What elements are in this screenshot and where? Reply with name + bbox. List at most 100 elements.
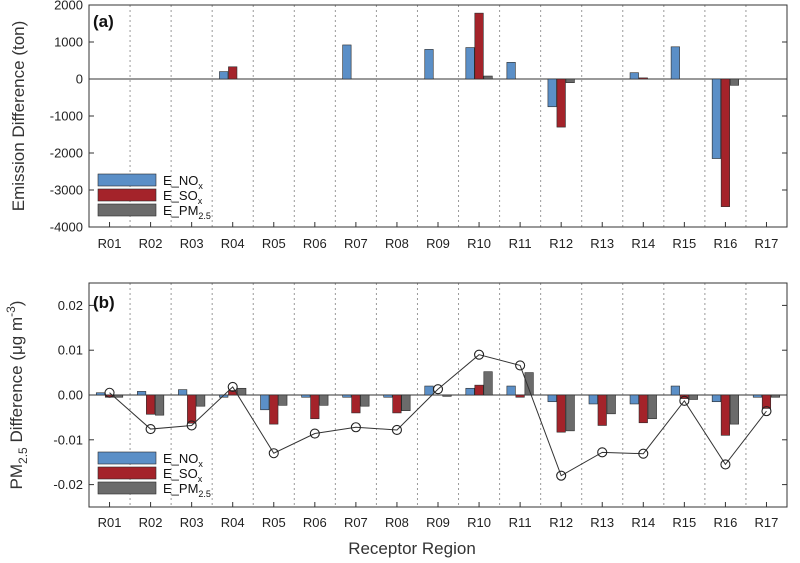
bar-e-nox-r09 xyxy=(424,49,434,80)
bar-e-sox-r04 xyxy=(228,390,238,396)
bar-e-sox-r08 xyxy=(392,394,402,414)
x-tick-label-r01: R01 xyxy=(98,515,122,530)
legend-swatch xyxy=(97,481,157,495)
total-point-r12 xyxy=(556,470,567,481)
bar-e-nox-r07 xyxy=(342,394,352,398)
y-tick-label: 0 xyxy=(76,72,83,87)
x-tick-label-r12: R12 xyxy=(549,515,573,530)
x-tick-label-r08: R08 xyxy=(385,236,409,251)
bar-e-pm2-5-r06 xyxy=(319,394,329,406)
x-tick-label-r13: R13 xyxy=(590,236,614,251)
bar-e-pm2-5-r12 xyxy=(565,394,575,432)
x-tick-label-r04: R04 xyxy=(221,515,245,530)
y-tick-label: -1000 xyxy=(50,109,83,124)
bar-e-pm2-5-r05 xyxy=(278,394,288,406)
x-tick-label-r09: R09 xyxy=(426,236,450,251)
panel-b: 0.02 0.01 0.00 -0.01 -0.02 R01 R02 R03 R04 R05 R06… xyxy=(4,282,788,530)
bar-e-sox-r07 xyxy=(351,394,361,414)
x-tick-label-r10: R10 xyxy=(467,515,491,530)
total-point-r02 xyxy=(145,423,156,435)
bar-e-sox-r03 xyxy=(187,394,197,424)
bar-e-sox-r14 xyxy=(638,77,648,80)
x-tick-label-r15: R15 xyxy=(672,515,696,530)
bar-e-pm2-5-r02 xyxy=(155,394,165,416)
x-tick-label-r06: R06 xyxy=(303,515,327,530)
legend-swatch xyxy=(97,173,157,187)
bar-e-pm2-5-r10 xyxy=(483,371,493,396)
bar-e-nox-r10 xyxy=(465,47,475,80)
bar-e-nox-r05 xyxy=(260,394,270,411)
bar-e-pm2-5-r15 xyxy=(688,394,698,400)
legend-label: E_NOx xyxy=(163,451,203,469)
x-tick-label-r12: R12 xyxy=(549,236,573,251)
bar-e-sox-r06 xyxy=(310,394,320,420)
bar-e-nox-r01 xyxy=(95,392,106,396)
bar-e-sox-r17 xyxy=(761,394,772,409)
bar-e-nox-r17 xyxy=(752,394,763,398)
x-tick-label-r17: R17 xyxy=(755,236,779,251)
legend-swatch xyxy=(97,466,157,480)
total-point-r03 xyxy=(186,420,197,431)
bar-e-sox-r12 xyxy=(556,78,566,128)
bar-e-pm2-5-r12 xyxy=(565,78,575,83)
x-tick-label-r05: R05 xyxy=(262,515,286,530)
total-point-r16 xyxy=(720,459,731,470)
bar-e-nox-r15 xyxy=(670,46,680,80)
x-tick-label-r10: R10 xyxy=(467,236,491,251)
x-tick-label-r15: R15 xyxy=(672,236,696,251)
bar-e-nox-r06 xyxy=(301,394,311,398)
x-tick-label-r16: R16 xyxy=(713,236,737,251)
bar-e-nox-r10 xyxy=(465,387,475,396)
total-point-r13 xyxy=(597,447,608,458)
panel-label: (a) xyxy=(93,12,114,31)
legend-label: E_PM2.5 xyxy=(163,203,211,221)
total-point-r10 xyxy=(474,349,485,360)
y-tick-label: 0.00 xyxy=(58,388,83,403)
total-point-r01 xyxy=(104,387,115,398)
legend-label: E_NOx xyxy=(163,173,203,191)
x-tick-label-r14: R14 xyxy=(631,515,655,530)
bar-e-nox-r13 xyxy=(588,394,598,405)
legend-swatch xyxy=(97,203,157,217)
bar-e-nox-r12 xyxy=(547,394,557,403)
x-tick-label-r11: R11 xyxy=(509,236,532,251)
y-tick-label: -2000 xyxy=(50,146,83,161)
bar-e-nox-r04 xyxy=(219,71,229,80)
bar-e-nox-r11 xyxy=(506,62,516,80)
panel-label: (b) xyxy=(93,293,115,312)
bar-e-pm2-5-r01 xyxy=(113,394,124,398)
bar-e-sox-r14 xyxy=(638,394,648,424)
bar-e-pm2-5-r14 xyxy=(647,394,657,420)
x-tick-label-r05: R05 xyxy=(262,236,286,251)
legend-label: E_SOx xyxy=(163,188,203,206)
bar-e-pm2-5-r16 xyxy=(729,394,739,425)
y-axis-title: PM2.5 Difference (μg m-3) xyxy=(4,301,30,490)
bar-e-pm2-5-r11 xyxy=(524,372,534,396)
bar-e-pm2-5-r07 xyxy=(360,394,370,407)
bar-e-nox-r08 xyxy=(383,394,393,398)
x-tick-label-r13: R13 xyxy=(590,515,614,530)
total-point-r07 xyxy=(350,422,361,433)
bar-e-nox-r07 xyxy=(342,44,352,80)
legend-label: E_SOx xyxy=(163,466,203,484)
y-tick-label: 0.02 xyxy=(58,298,83,313)
total-point-r14 xyxy=(638,448,649,459)
x-tick-label-r01: R01 xyxy=(98,236,122,251)
x-tick-label-r06: R06 xyxy=(303,236,327,251)
bar-e-nox-r14 xyxy=(629,72,639,80)
x-tick-label-r02: R02 xyxy=(139,236,163,251)
panel-a: 2000 1000 0 -1000 -2000 -3000 -4000 R01 R02 R03 R0… xyxy=(9,0,788,251)
bar-e-pm2-5-r04 xyxy=(237,387,247,396)
bar-e-pm2-5-r03 xyxy=(196,394,206,407)
x-axis-title: Receptor Region xyxy=(348,539,476,558)
y-tick-label: -4000 xyxy=(50,220,83,235)
x-tick-label-r09: R09 xyxy=(426,515,450,530)
bar-e-sox-r13 xyxy=(597,394,607,426)
x-tick-label-r08: R08 xyxy=(385,515,409,530)
bar-e-sox-r10 xyxy=(474,12,484,80)
y-tick-label: 1000 xyxy=(54,35,83,50)
bar-e-sox-r02 xyxy=(146,394,156,415)
bar-e-pm2-5-r17 xyxy=(770,394,781,398)
bar-e-sox-r05 xyxy=(269,394,279,425)
